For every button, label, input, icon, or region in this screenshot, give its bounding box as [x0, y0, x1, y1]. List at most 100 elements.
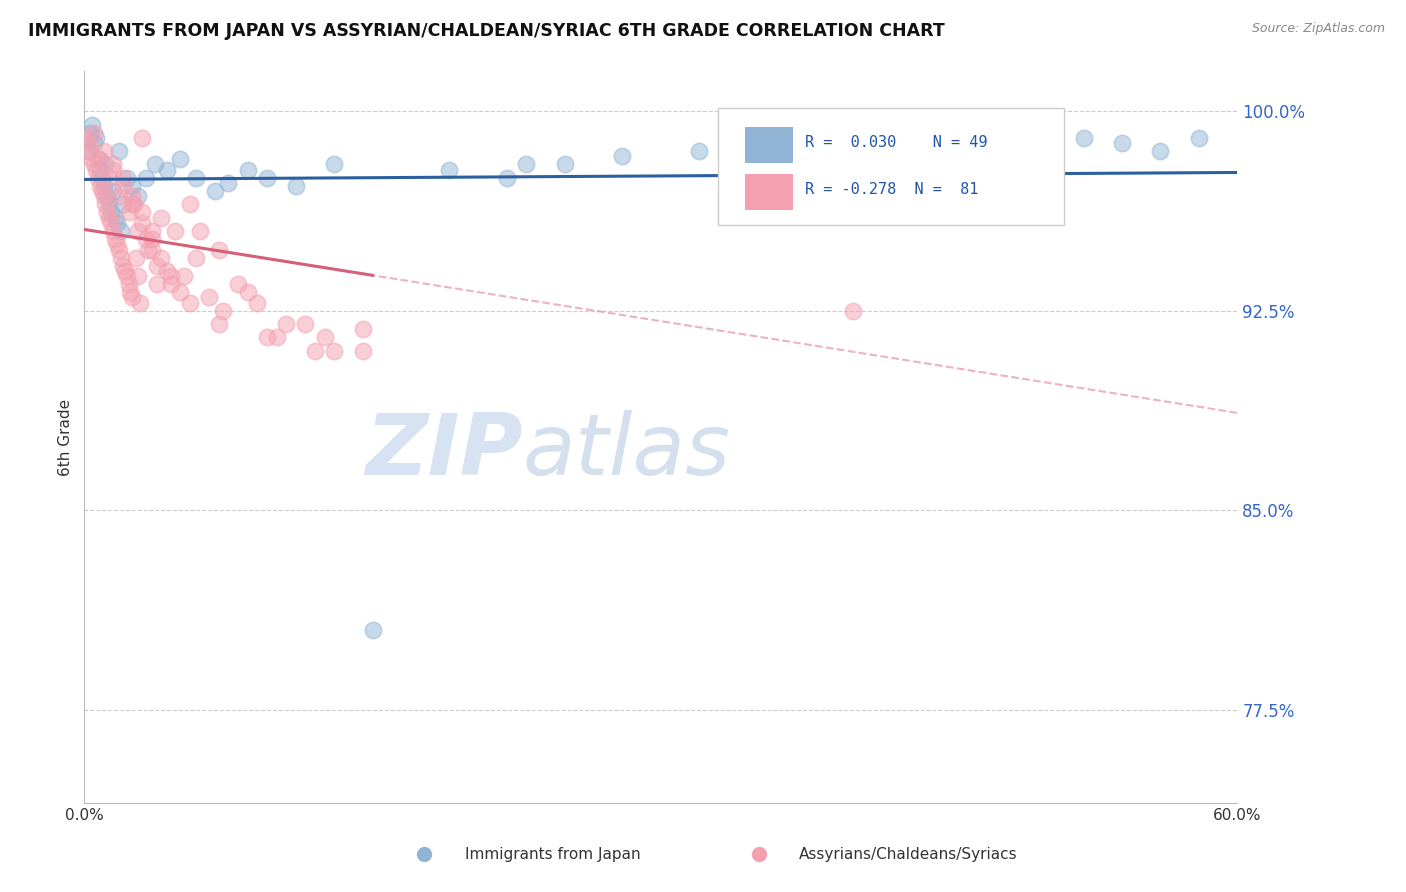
Point [96, 205, 118, 219]
Point [169, 285, 191, 299]
Point [842, 131, 865, 145]
Point [156, 162, 179, 177]
Point [323, 157, 346, 171]
Point [87, 170, 110, 185]
Point [145, 157, 167, 171]
Point [108, 144, 131, 158]
FancyBboxPatch shape [718, 108, 1064, 225]
Point [121, 189, 143, 203]
Point [127, 189, 149, 203]
FancyBboxPatch shape [745, 174, 793, 210]
Point [131, 205, 153, 219]
Point [87, 152, 110, 166]
Point [120, 285, 142, 299]
Point [79, 144, 101, 158]
Point [100, 216, 122, 230]
Point [136, 243, 159, 257]
Point [314, 330, 336, 344]
Point [179, 197, 201, 211]
Point [184, 170, 207, 185]
Point [612, 149, 634, 163]
Point [1111, 136, 1133, 151]
Point [83, 126, 105, 140]
Point [173, 269, 195, 284]
Point [204, 184, 226, 198]
Point [89, 178, 111, 193]
Y-axis label: 6th Grade: 6th Grade [58, 399, 73, 475]
Point [117, 205, 139, 219]
Point [169, 152, 191, 166]
Point [842, 303, 865, 318]
Point [218, 176, 240, 190]
Point [103, 224, 124, 238]
Point [79, 126, 101, 140]
Point [98, 211, 121, 225]
Point [100, 205, 122, 219]
Point [294, 317, 316, 331]
Point [127, 269, 149, 284]
Point [188, 224, 211, 238]
Point [121, 178, 143, 193]
Point [94, 197, 117, 211]
Point [256, 170, 278, 185]
Point [80, 118, 103, 132]
Point [121, 290, 143, 304]
Point [83, 136, 105, 151]
Point [129, 295, 152, 310]
Point [918, 126, 941, 140]
Point [98, 170, 121, 185]
Text: Source: ZipAtlas.com: Source: ZipAtlas.com [1251, 22, 1385, 36]
Point [156, 264, 179, 278]
Point [110, 224, 132, 238]
Point [89, 152, 111, 166]
Point [179, 295, 201, 310]
Point [439, 162, 461, 177]
Point [246, 295, 269, 310]
Point [93, 178, 115, 193]
Point [131, 216, 153, 230]
Point [135, 232, 157, 246]
Point [125, 251, 148, 265]
Point [121, 197, 143, 211]
Point [114, 264, 136, 278]
Text: R =  0.030    N = 49: R = 0.030 N = 49 [806, 136, 987, 151]
Point [96, 189, 118, 203]
Point [323, 343, 346, 358]
Point [110, 251, 132, 265]
Point [352, 322, 374, 336]
Point [160, 277, 183, 292]
Point [496, 170, 519, 185]
Point [141, 224, 163, 238]
Point [135, 170, 157, 185]
Point [108, 243, 131, 257]
Point [80, 152, 103, 166]
Point [211, 303, 233, 318]
Point [208, 317, 231, 331]
Text: Assyrians/Chaldeans/Syriacs: Assyrians/Chaldeans/Syriacs [799, 847, 1018, 862]
Text: atlas: atlas [523, 410, 731, 493]
Point [146, 259, 169, 273]
Point [93, 144, 115, 158]
Point [141, 243, 163, 257]
FancyBboxPatch shape [745, 127, 793, 162]
Point [198, 290, 221, 304]
Point [115, 170, 138, 185]
Point [184, 251, 207, 265]
Point [688, 144, 710, 158]
Text: IMMIGRANTS FROM JAPAN VS ASSYRIAN/CHALDEAN/SYRIAC 6TH GRADE CORRELATION CHART: IMMIGRANTS FROM JAPAN VS ASSYRIAN/CHALDE… [28, 22, 945, 40]
Point [111, 170, 134, 185]
Point [103, 162, 124, 177]
Point [1188, 131, 1211, 145]
Point [77, 136, 100, 151]
Point [150, 211, 173, 225]
Point [108, 189, 131, 203]
Text: R = -0.278  N =  81: R = -0.278 N = 81 [806, 183, 979, 197]
Point [266, 330, 288, 344]
Point [163, 224, 186, 238]
Point [995, 118, 1018, 132]
Point [105, 216, 128, 230]
Point [105, 237, 128, 252]
Point [90, 170, 112, 185]
Point [208, 243, 231, 257]
Point [1149, 144, 1171, 158]
